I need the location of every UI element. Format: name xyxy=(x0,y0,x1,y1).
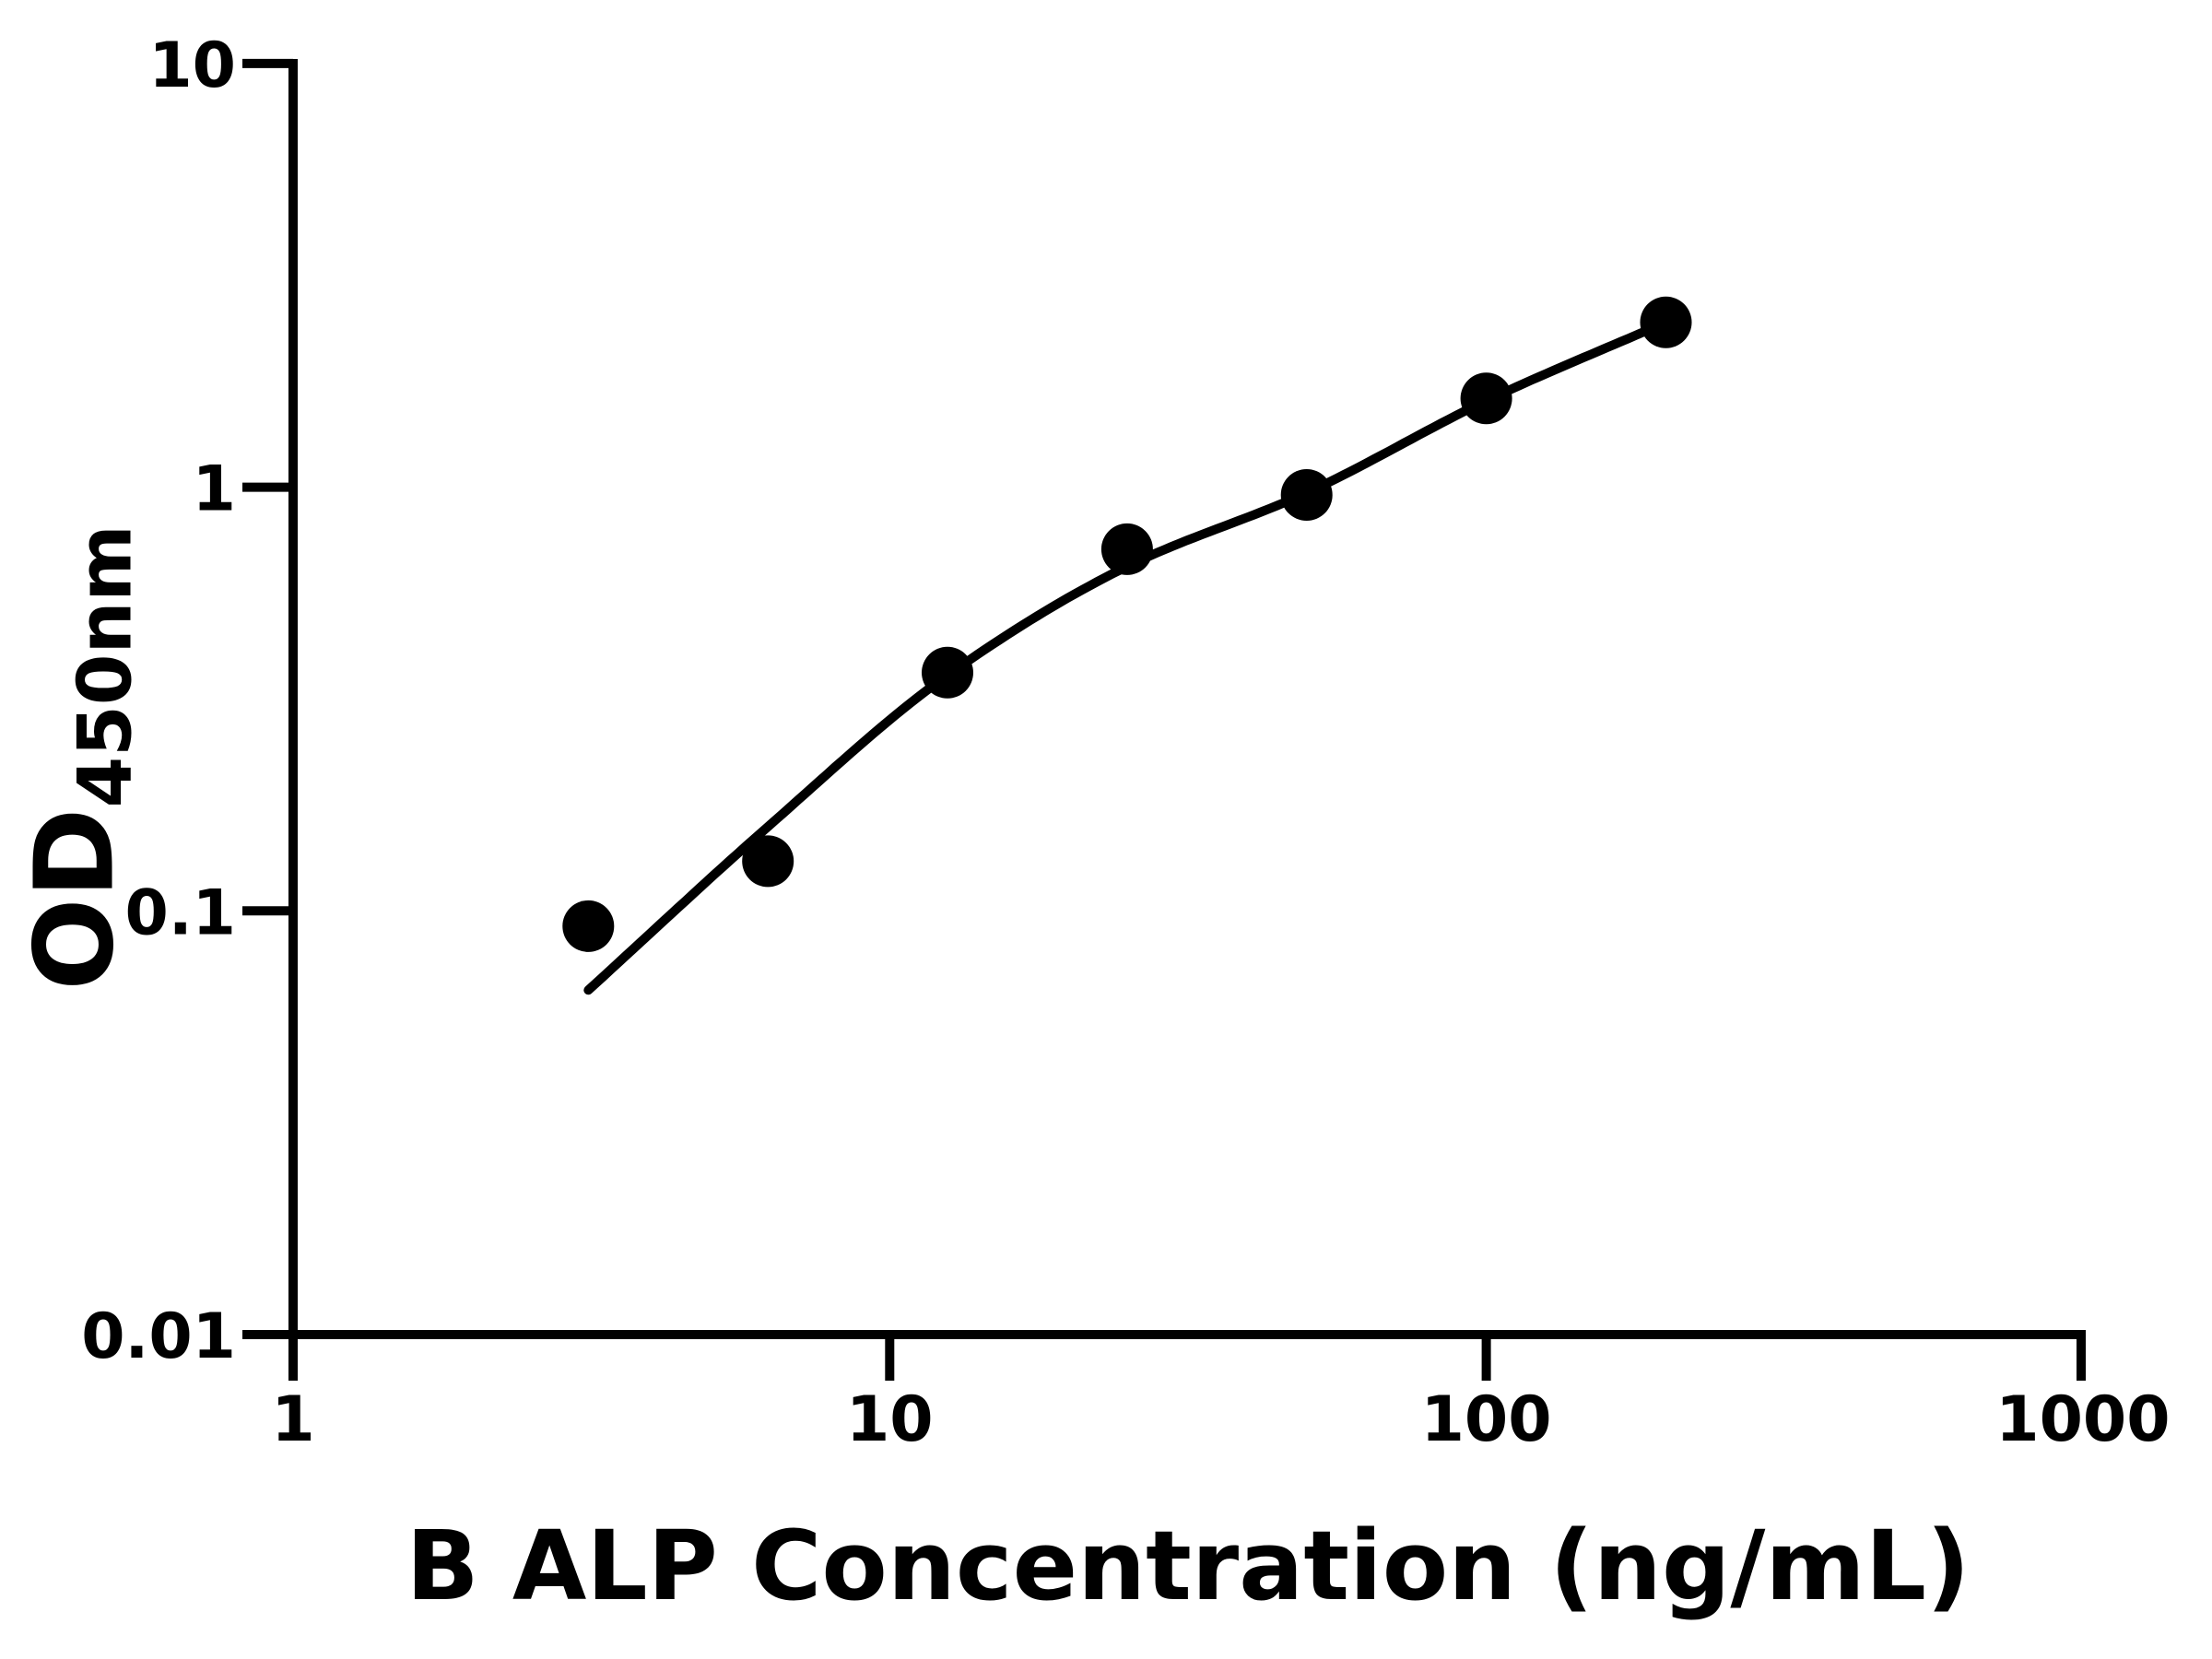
x-tick-label: 100 xyxy=(1421,1383,1552,1456)
data-point xyxy=(742,835,794,888)
data-point xyxy=(562,900,615,952)
data-point xyxy=(1460,372,1512,425)
y-axis-title-subscript: 450nm xyxy=(62,524,148,808)
data-point xyxy=(1640,296,1692,348)
y-tick-label: 10 xyxy=(148,29,236,102)
x-axis-title: B ALP Concentration (ng/mL) xyxy=(406,1510,1971,1622)
data-point xyxy=(1280,469,1333,521)
data-point xyxy=(1100,523,1153,575)
data-point xyxy=(922,646,973,699)
fit-curve xyxy=(583,317,1671,995)
y-axis-title-main: OD xyxy=(10,807,138,991)
x-tick-label: 1000 xyxy=(1995,1383,2170,1456)
y-axis-title: OD450nm xyxy=(11,524,148,991)
y-tick-label: 0.01 xyxy=(81,1300,236,1373)
x-tick-label: 1 xyxy=(271,1383,314,1456)
y-tick-label: 0.1 xyxy=(125,877,236,949)
y-tick-label: 1 xyxy=(193,453,236,526)
axes xyxy=(242,58,2086,1381)
x-tick-label: 10 xyxy=(846,1383,934,1456)
